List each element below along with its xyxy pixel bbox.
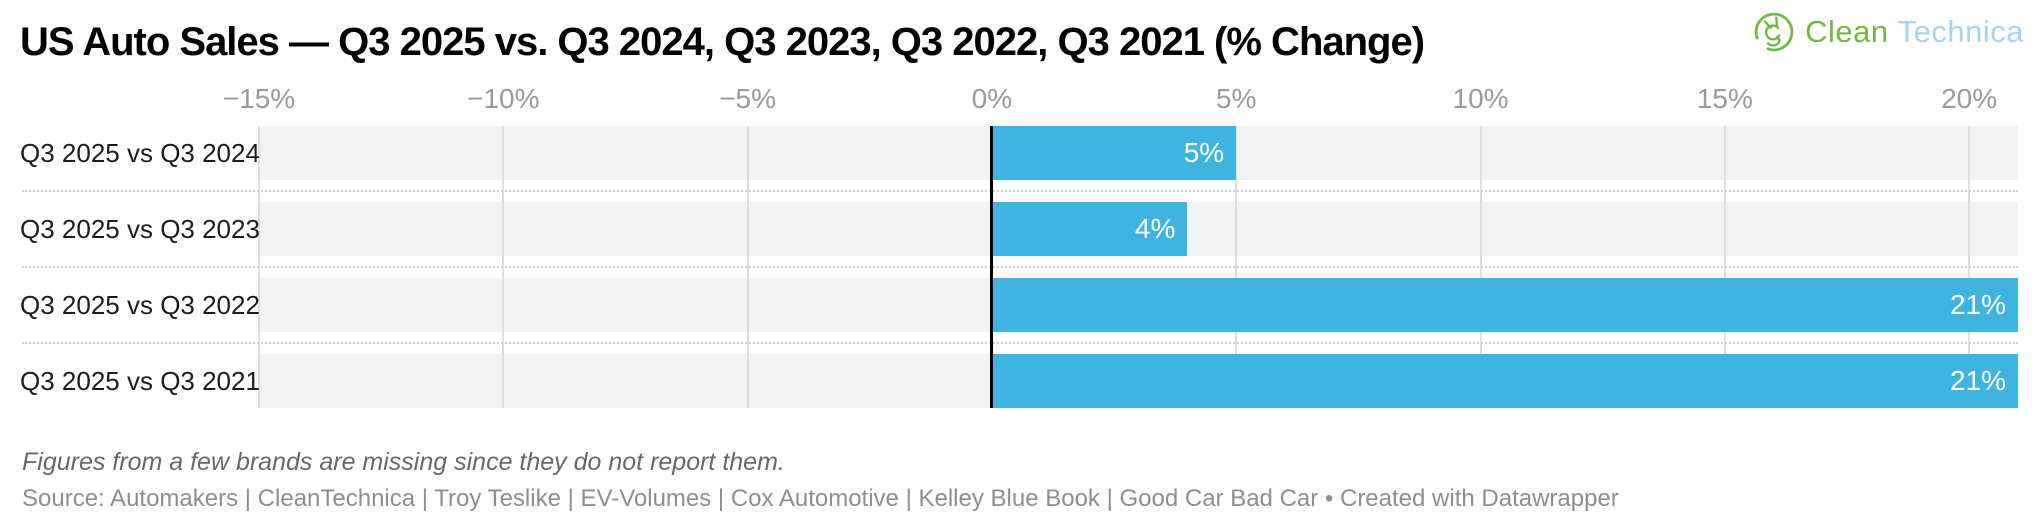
axis-tick-label: −10% xyxy=(467,83,540,114)
bar: 21% xyxy=(991,354,2018,408)
logo-text-clean: Clean xyxy=(1805,14,1889,49)
bar-value-label: 4% xyxy=(1134,213,1176,244)
row-separator xyxy=(22,342,2018,344)
axis-tick-label: 20% xyxy=(1941,83,1998,114)
cleantechnica-logo: Clean Technica xyxy=(1752,10,2024,54)
row-label: Q3 2025 vs Q3 2023 xyxy=(20,214,260,244)
bar: 4% xyxy=(991,202,1188,256)
axis-tick-label: 15% xyxy=(1696,83,1753,114)
row-separator xyxy=(22,266,2018,268)
logo-text-technica: Technica xyxy=(1897,14,2024,49)
chart-note: Figures from a few brands are missing si… xyxy=(22,448,785,476)
bar: 21% xyxy=(991,278,2018,332)
axis-tick-label: −15% xyxy=(222,83,296,114)
zero-line xyxy=(990,126,994,408)
bar-value-label: 21% xyxy=(1949,365,2006,396)
axis-tick-label: 5% xyxy=(1215,83,1257,114)
row-label: Q3 2025 vs Q3 2021 xyxy=(20,366,260,396)
row-label: Q3 2025 vs Q3 2024 xyxy=(20,138,260,168)
axis-tick-label: 10% xyxy=(1452,83,1509,114)
bar-value-label: 21% xyxy=(1949,289,2006,320)
chart-title: US Auto Sales — Q3 2025 vs. Q3 2024, Q3 … xyxy=(20,20,1425,64)
cleantechnica-logo-icon xyxy=(1754,12,1794,52)
bar-value-label: 5% xyxy=(1183,137,1225,168)
row-label: Q3 2025 vs Q3 2022 xyxy=(20,290,260,320)
axis-tick-label: 0% xyxy=(971,83,1013,114)
row-separator xyxy=(22,190,2018,192)
axis-tick-label: −5% xyxy=(719,83,777,114)
chart-source: Source: Automakers | CleanTechnica | Tro… xyxy=(22,485,1619,512)
bar: 5% xyxy=(991,126,1237,180)
